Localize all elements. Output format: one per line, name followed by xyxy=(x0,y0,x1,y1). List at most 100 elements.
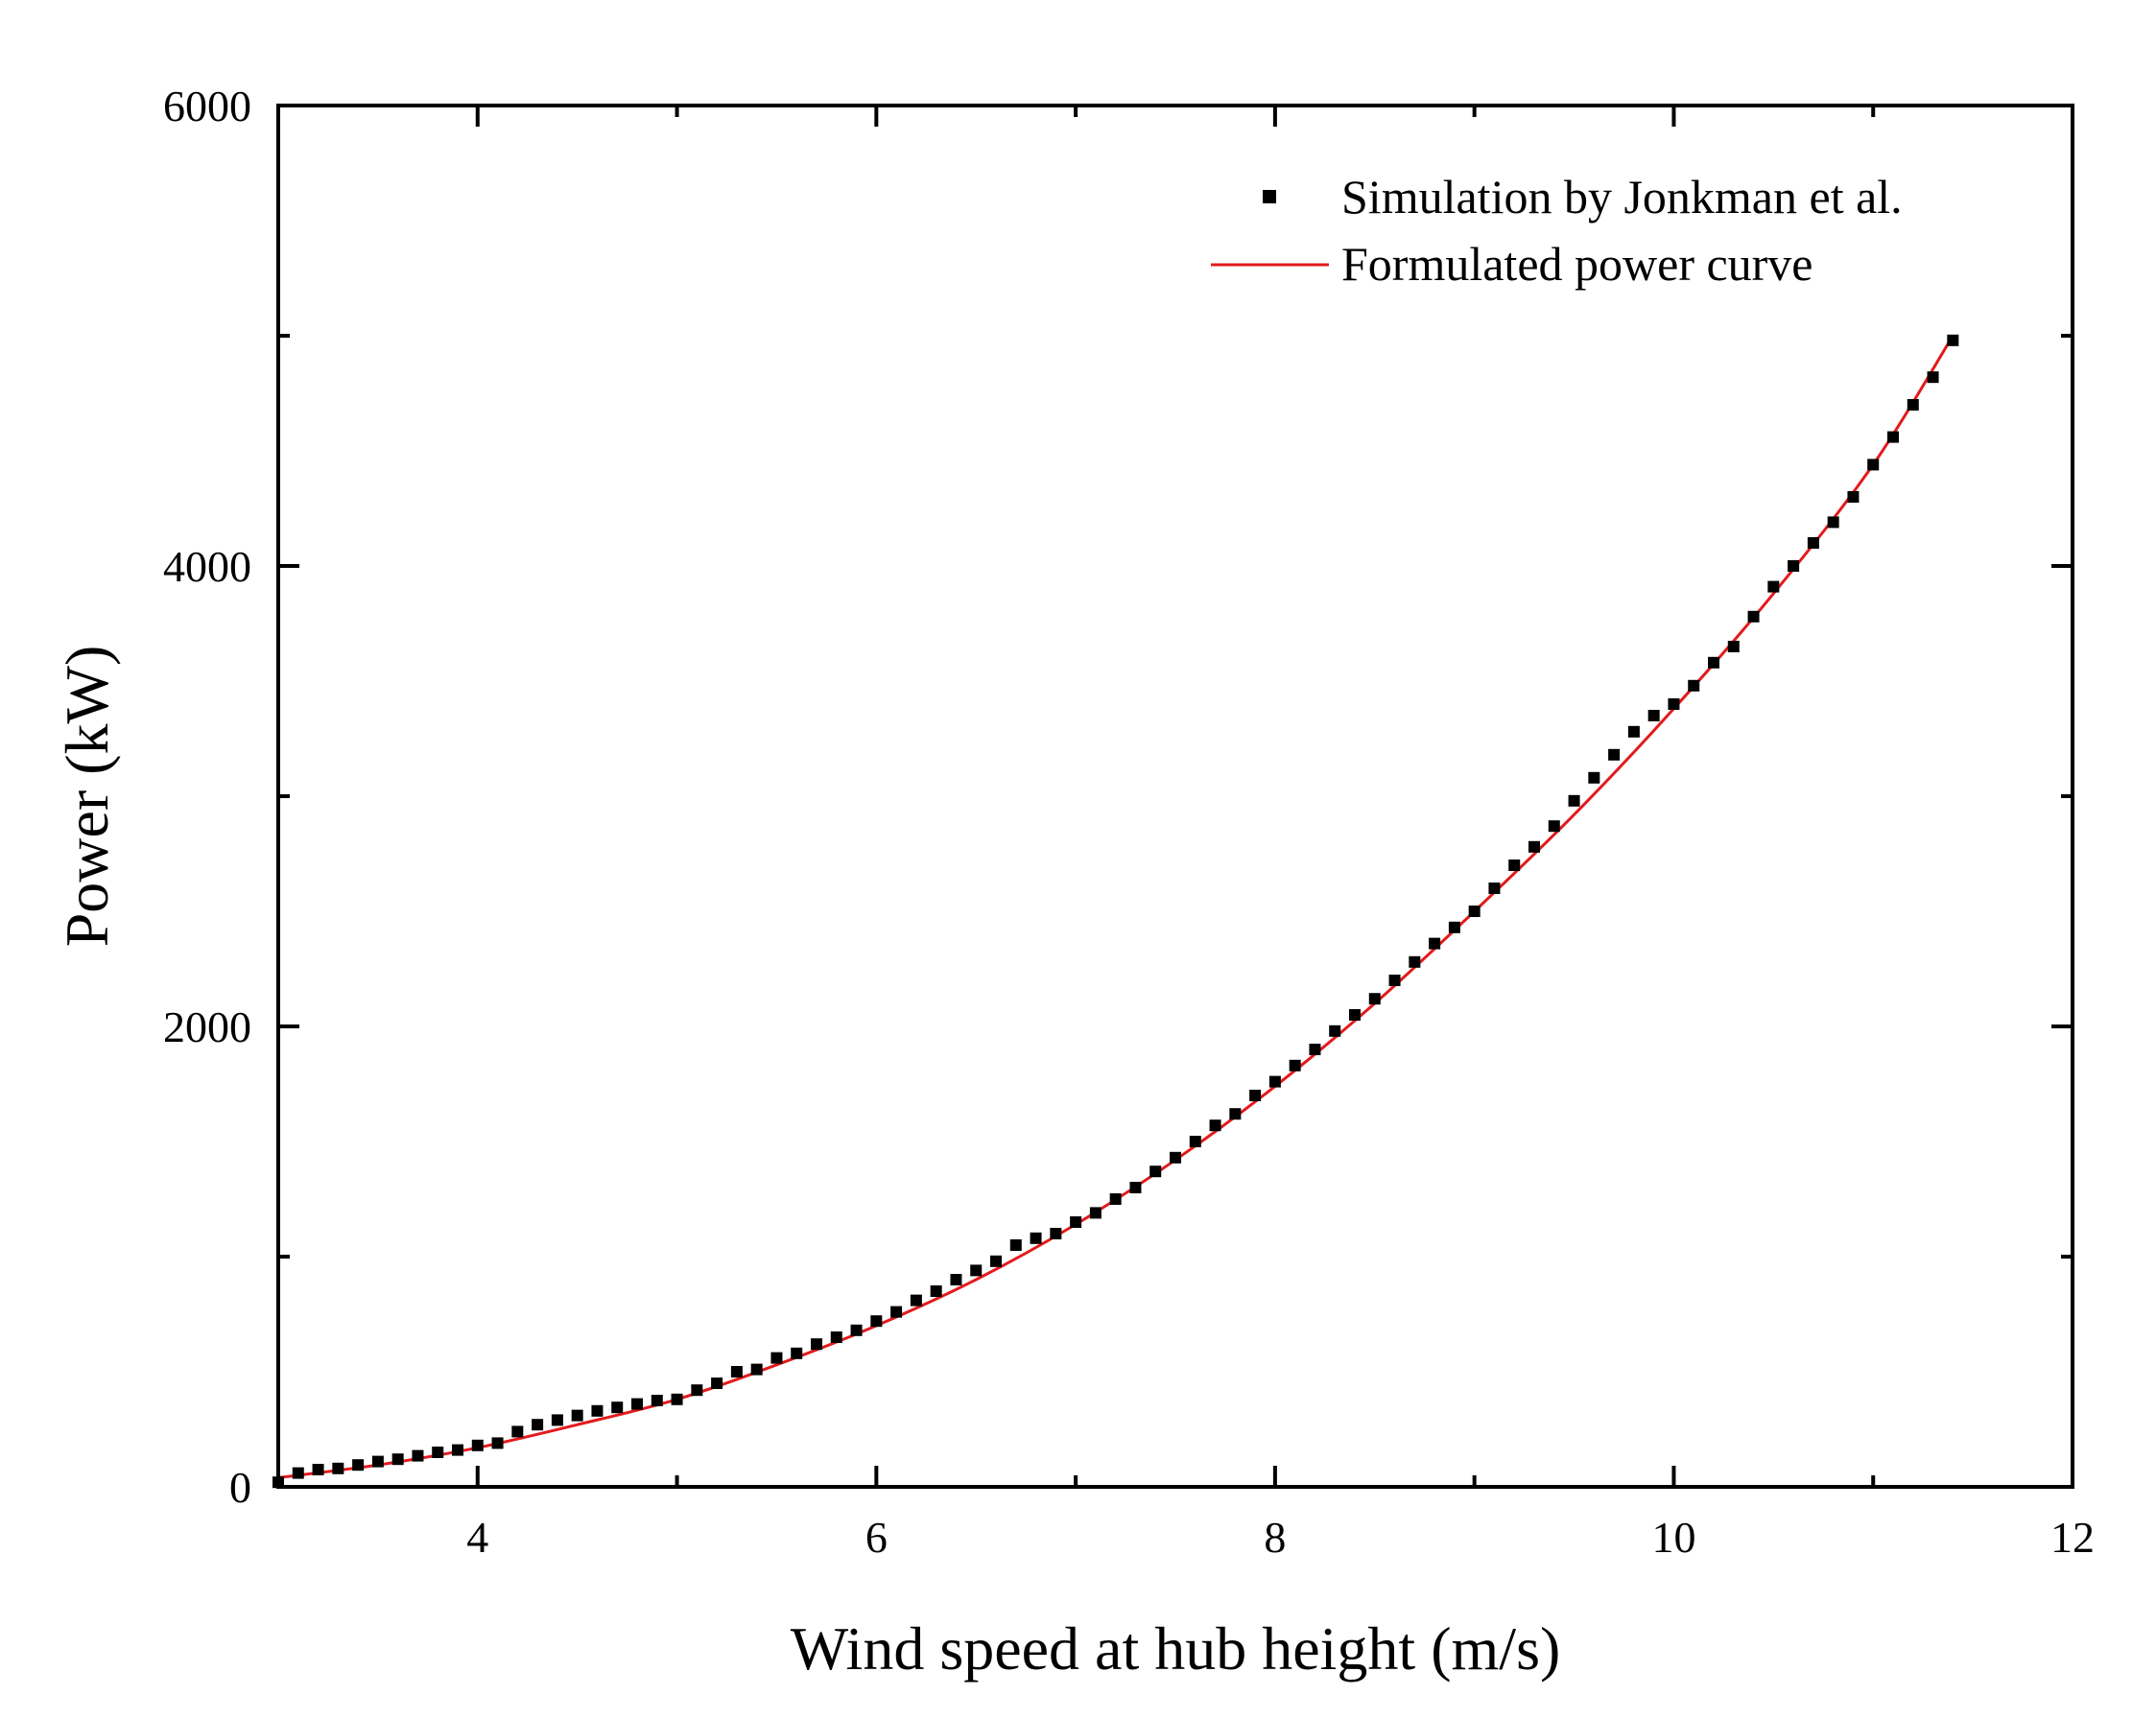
simulation-point xyxy=(1388,975,1401,986)
y-tick-label: 2000 xyxy=(163,1002,251,1051)
simulation-point xyxy=(811,1338,822,1351)
simulation-point xyxy=(1747,610,1760,623)
simulation-point xyxy=(1149,1166,1162,1178)
y-tick-label: 6000 xyxy=(163,82,251,130)
simulation-point xyxy=(591,1404,604,1417)
simulation-point xyxy=(1030,1232,1042,1244)
simulation-point xyxy=(1409,955,1421,968)
simulation-point xyxy=(1528,840,1540,853)
simulation-point xyxy=(412,1449,424,1462)
simulation-point xyxy=(770,1352,783,1364)
simulation-point xyxy=(990,1255,1002,1267)
x-tick-label: 4 xyxy=(466,1513,488,1562)
simulation-point xyxy=(391,1453,404,1466)
simulation-point xyxy=(312,1464,324,1475)
simulation-point xyxy=(651,1395,663,1406)
simulation-point xyxy=(1627,725,1640,738)
tick-labels: 4 6 8 10 12 0 2000 4000 6000 xyxy=(163,82,2095,1562)
simulation-point xyxy=(1827,516,1839,529)
simulation-point xyxy=(1488,883,1501,894)
simulation-point xyxy=(1109,1193,1122,1205)
simulation-point xyxy=(1209,1119,1221,1132)
axis-ticks xyxy=(278,104,2074,1489)
simulation-point xyxy=(1268,1075,1281,1088)
simulation-point xyxy=(691,1384,703,1397)
simulation-point xyxy=(1788,560,1800,572)
simulation-point xyxy=(571,1409,583,1422)
simulation-point xyxy=(1847,491,1860,503)
simulation-point xyxy=(1927,371,1939,384)
simulation-point xyxy=(1647,710,1660,721)
simulation-point xyxy=(1767,580,1780,593)
legend-marker-square xyxy=(1263,190,1276,203)
simulation-point xyxy=(930,1285,942,1297)
simulation-point xyxy=(551,1414,563,1426)
simulation-point xyxy=(1867,459,1880,471)
simulation-point xyxy=(1368,993,1381,1005)
simulation-point xyxy=(1688,679,1700,692)
simulation-point xyxy=(352,1459,365,1472)
legend-label-simulation: Simulation by Jonkman et al. xyxy=(1341,170,1903,224)
simulation-point xyxy=(671,1393,683,1405)
legend-label-formulated: Formulated power curve xyxy=(1341,237,1813,291)
simulation-point xyxy=(791,1347,803,1359)
simulation-point xyxy=(830,1331,842,1343)
simulation-point xyxy=(292,1467,304,1479)
simulation-point xyxy=(1129,1182,1142,1193)
simulation-point xyxy=(1448,921,1460,933)
x-tick-label: 12 xyxy=(2050,1513,2095,1562)
simulation-point xyxy=(611,1401,624,1414)
simulation-point xyxy=(1588,771,1600,784)
simulation-point xyxy=(1947,334,1959,346)
simulation-point xyxy=(1668,698,1680,710)
simulation-point xyxy=(1349,1009,1361,1021)
simulation-point xyxy=(332,1462,344,1474)
simulation-point xyxy=(1468,906,1481,917)
simulation-point xyxy=(1289,1059,1301,1071)
simulation-point xyxy=(511,1425,524,1438)
y-axis-title: Power (kW) xyxy=(53,646,121,948)
simulation-point xyxy=(1887,431,1899,443)
simulation-point xyxy=(491,1437,504,1449)
simulation-point xyxy=(1708,656,1719,669)
simulation-point xyxy=(1807,537,1819,549)
simulation-point xyxy=(1727,641,1740,652)
y-tick-label: 0 xyxy=(229,1463,251,1512)
simulation-point xyxy=(1170,1151,1181,1164)
simulation-points-layer xyxy=(272,334,1959,1489)
simulation-point xyxy=(432,1447,444,1458)
simulation-point xyxy=(471,1439,484,1451)
simulation-point xyxy=(890,1306,903,1318)
simulation-point xyxy=(1089,1207,1102,1219)
simulation-point xyxy=(950,1274,962,1285)
x-tick-label: 6 xyxy=(865,1513,888,1562)
simulation-point xyxy=(1009,1239,1022,1251)
simulation-point xyxy=(1329,1024,1341,1037)
simulation-point xyxy=(1548,820,1560,833)
legend: Simulation by Jonkman et al. Formulated … xyxy=(1211,170,1903,291)
simulation-point xyxy=(532,1419,544,1431)
simulation-point xyxy=(970,1264,983,1277)
x-tick-label: 8 xyxy=(1264,1513,1286,1562)
simulation-point xyxy=(1309,1044,1321,1055)
x-tick-label: 10 xyxy=(1651,1513,1695,1562)
x-axis-title: Wind speed at hub height (m/s) xyxy=(791,1614,1561,1683)
simulation-point xyxy=(1070,1216,1082,1228)
simulation-point xyxy=(1189,1136,1201,1147)
simulation-point xyxy=(1608,748,1621,761)
simulation-point xyxy=(910,1294,922,1307)
simulation-point xyxy=(371,1455,384,1468)
simulation-point xyxy=(452,1444,463,1456)
simulation-point xyxy=(750,1363,763,1376)
simulation-point xyxy=(1568,794,1580,807)
y-tick-label: 4000 xyxy=(163,542,251,591)
simulation-point xyxy=(1508,860,1521,871)
simulation-point xyxy=(631,1398,643,1410)
simulation-point xyxy=(1050,1228,1062,1239)
simulation-point xyxy=(730,1366,743,1378)
simulation-point xyxy=(711,1378,723,1389)
simulation-point xyxy=(850,1324,863,1336)
simulation-point xyxy=(870,1315,883,1328)
